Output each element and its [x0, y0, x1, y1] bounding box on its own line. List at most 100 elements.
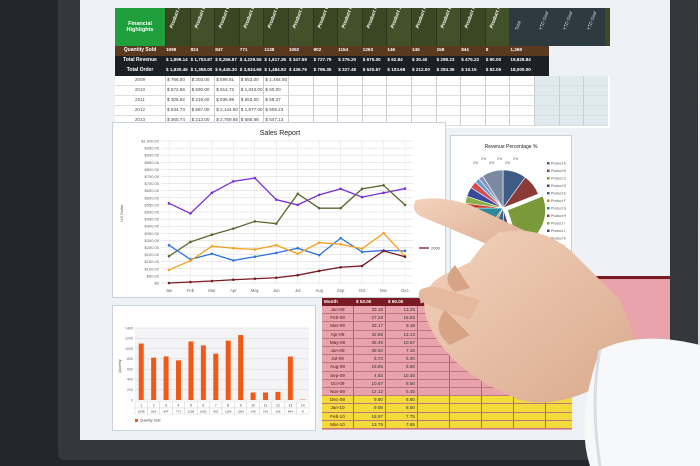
- month-cell: Feb-10: [322, 412, 354, 420]
- row-value: $ 90.00: [484, 56, 510, 66]
- y-tick-label: 1000: [125, 347, 133, 351]
- data-point: [360, 247, 364, 250]
- column-header[interactable]: Product D: [238, 8, 264, 46]
- month-table-header[interactable]: Month: [322, 298, 354, 306]
- month-cell: Dec-09: [322, 396, 354, 404]
- quantity-bar-chart[interactable]: 0 200 400 600 800 1000 1200 1400 Quantity 1 1098 2 8…: [112, 305, 316, 431]
- sales-report-chart[interactable]: Sales Report US Dollar $0 $50.00 $100.00 $150…: [112, 122, 446, 298]
- title-cell[interactable]: Financial Highlights: [115, 8, 165, 46]
- month-table-header[interactable]: $ 53.00: [354, 298, 386, 306]
- year-label: 2011: [115, 96, 165, 106]
- year-value: [484, 96, 510, 106]
- y-tick-label: $200.00: [145, 252, 160, 257]
- year-value: [386, 86, 411, 96]
- y-tick-label: $800.00: [145, 167, 160, 172]
- empty-cell: [418, 355, 450, 363]
- y-tick-label: $550.00: [145, 202, 160, 207]
- column-header[interactable]: Product J: [386, 8, 411, 46]
- bar-value-label: 844: [288, 410, 293, 414]
- month-table-header[interactable]: $ 60.00: [386, 298, 418, 306]
- row-value: $ 796.35: [312, 66, 338, 76]
- column-header[interactable]: Product L: [435, 8, 461, 46]
- y-tick-label: 1200: [125, 337, 133, 341]
- y-tick-label: 200: [127, 388, 133, 392]
- column-header[interactable]: Product C: [214, 8, 239, 46]
- row-value: $ 436.76: [288, 66, 313, 76]
- legend-label: Product F: [551, 199, 566, 203]
- month-cell: May-09: [322, 338, 354, 346]
- column-header[interactable]: Product N: [484, 8, 510, 46]
- legend-swatch: [547, 192, 550, 195]
- data-point: [296, 252, 300, 256]
- legend-label: Product C: [551, 177, 567, 181]
- goal-header[interactable]: YTD Goal: [533, 8, 558, 46]
- goal-header[interactable]: YTD Goal: [557, 8, 582, 46]
- data-point: [274, 222, 278, 225]
- x-tick-label: 8: [227, 404, 229, 408]
- product-header-row: Product A Product B Product C Product D Prod…: [165, 8, 610, 46]
- summary-rows: Quantity Sold 1098 824 847 771 1138 1062 902 115…: [115, 46, 610, 76]
- x-tick-label: Jul: [295, 288, 300, 293]
- goal-header[interactable]: Total: [509, 8, 534, 46]
- empty-cell: [418, 363, 450, 371]
- title-cell-text: Financial Highlights: [126, 21, 154, 33]
- value-cell: 13.75: [354, 420, 386, 428]
- table-row: Feb-10 18.97 7.75: [322, 412, 572, 421]
- column-header[interactable]: Product K: [411, 8, 436, 46]
- data-point: [274, 243, 278, 247]
- year-label: 2010: [115, 86, 165, 96]
- column-header[interactable]: Product M: [460, 8, 485, 46]
- empty-cell: [514, 420, 546, 428]
- goal-header[interactable]: YTD Goal: [581, 8, 606, 46]
- month-cell: Oct-09: [322, 379, 354, 387]
- y-tick-label: $100.00: [145, 266, 160, 271]
- column-header[interactable]: Product A: [165, 8, 190, 46]
- column-header[interactable]: Product F: [288, 8, 313, 46]
- data-point: [296, 246, 300, 250]
- y-axis-label: Quantity: [118, 359, 122, 373]
- year-value: [411, 96, 436, 106]
- year-value: [558, 76, 584, 86]
- year-value: [411, 86, 436, 96]
- pie-slice: [502, 176, 539, 209]
- row-value: $ 298.23: [435, 56, 461, 66]
- year-value: $ 216.00: [189, 96, 215, 106]
- year-value: [534, 116, 559, 126]
- column-header[interactable]: Product E: [263, 8, 288, 46]
- value-cell: 27.28: [354, 314, 386, 322]
- value-cell: 13.13: [386, 330, 418, 338]
- year-value: $ 587.00: [189, 106, 215, 116]
- value-cell: [296, 407, 310, 415]
- year-value: [484, 76, 510, 86]
- x-tick-label: Dec: [401, 288, 408, 293]
- column-header[interactable]: Product H: [337, 8, 362, 46]
- year-value: [337, 106, 362, 116]
- year-value: [509, 96, 534, 106]
- column-header[interactable]: Product B: [189, 8, 215, 46]
- data-point: [360, 187, 364, 191]
- bar: [263, 392, 268, 400]
- year-value: [460, 116, 485, 126]
- value-cell: 9.18: [386, 322, 418, 330]
- year-value: [411, 106, 436, 116]
- data-point: [167, 254, 171, 258]
- empty-cell: [514, 412, 546, 420]
- year-value: [288, 86, 313, 96]
- data-point: [360, 195, 364, 199]
- data-point: [253, 176, 257, 180]
- data-point: [253, 220, 257, 223]
- data-point: [382, 184, 385, 187]
- series-line: [168, 250, 406, 284]
- column-header[interactable]: Product G: [312, 8, 338, 46]
- row-value: 18,000.00: [509, 66, 550, 76]
- x-tick-label: 2: [153, 404, 155, 408]
- empty-cell: [514, 404, 546, 412]
- empty-cell: [482, 404, 514, 412]
- column-header[interactable]: Product I: [361, 8, 387, 46]
- year-value: $ 1,043.00: [238, 86, 264, 96]
- data-point: [167, 268, 171, 272]
- data-point: [296, 192, 300, 196]
- data-point: [210, 191, 214, 195]
- series-line: [168, 232, 406, 271]
- row-value: 1154: [337, 46, 362, 56]
